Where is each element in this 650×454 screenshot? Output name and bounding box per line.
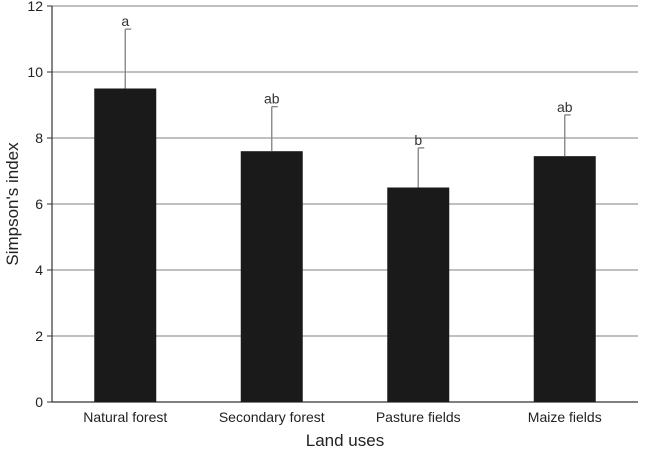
y-tick-label: 0: [35, 394, 43, 410]
significance-label: b: [414, 132, 422, 148]
category-label: Secondary forest: [219, 409, 325, 425]
significance-labels: a ab b ab: [121, 13, 572, 148]
category-label: Pasture fields: [376, 409, 461, 425]
bar: [387, 187, 450, 402]
y-tick-label: 8: [35, 130, 43, 146]
y-tick-labels: 0 2 4 6 8 10 12: [27, 0, 52, 410]
bar: [94, 88, 157, 402]
y-axis-title: Simpson's index: [3, 142, 22, 266]
y-tick-label: 10: [27, 64, 43, 80]
significance-label: ab: [557, 99, 573, 115]
y-tick-label: 6: [35, 196, 43, 212]
significance-label: a: [121, 13, 129, 29]
bar: [240, 151, 303, 402]
bars: [94, 88, 596, 402]
category-label: Maize fields: [528, 409, 602, 425]
category-label: Natural forest: [83, 409, 167, 425]
category-labels: Natural forest Secondary forest Pasture fi…: [83, 409, 601, 425]
y-tick-label: 12: [27, 0, 43, 14]
x-axis-title: Land uses: [306, 431, 384, 450]
bar: [533, 156, 596, 402]
significance-label: ab: [264, 91, 280, 107]
y-tick-label: 4: [35, 262, 43, 278]
error-bars: [124, 28, 571, 188]
y-tick-label: 2: [35, 328, 43, 344]
